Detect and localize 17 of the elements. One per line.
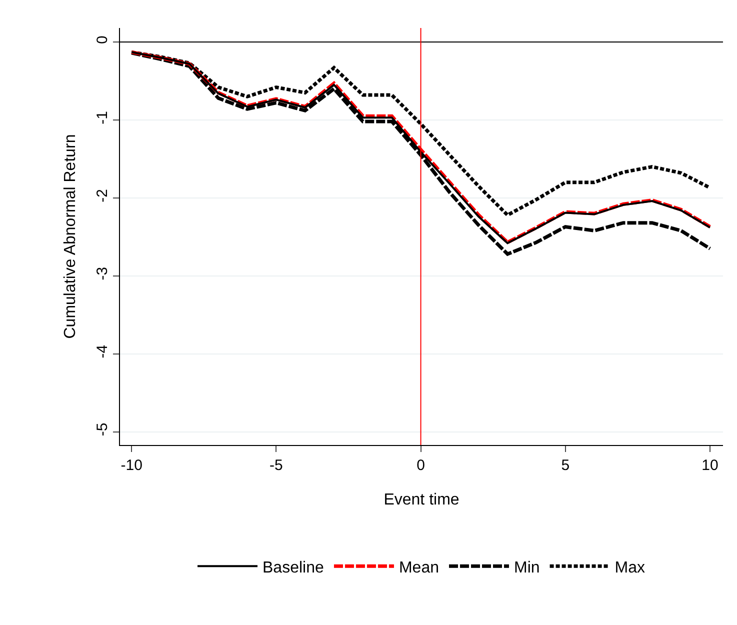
legend-label: Min bbox=[514, 559, 540, 576]
y-tick-label: -4 bbox=[94, 344, 111, 358]
x-tick-label: -10 bbox=[120, 457, 142, 474]
legend-label: Baseline bbox=[262, 559, 324, 576]
y-tick-label: -5 bbox=[94, 422, 111, 436]
x-tick-label: 10 bbox=[702, 457, 718, 474]
y-axis-title: Cumulative Abnormal Return bbox=[62, 134, 79, 339]
x-axis-title: Event time bbox=[384, 492, 460, 509]
y-tick-label: -3 bbox=[94, 266, 111, 280]
x-tick-label: 0 bbox=[416, 457, 425, 474]
x-tick-label: -5 bbox=[270, 457, 283, 474]
x-tick-label: 5 bbox=[561, 457, 570, 474]
legend-label: Max bbox=[614, 559, 646, 576]
y-tick-label: 0 bbox=[94, 36, 111, 44]
y-tick-label: -2 bbox=[94, 189, 111, 202]
y-tick-label: -1 bbox=[94, 111, 111, 124]
legend-label: Mean bbox=[398, 559, 440, 576]
